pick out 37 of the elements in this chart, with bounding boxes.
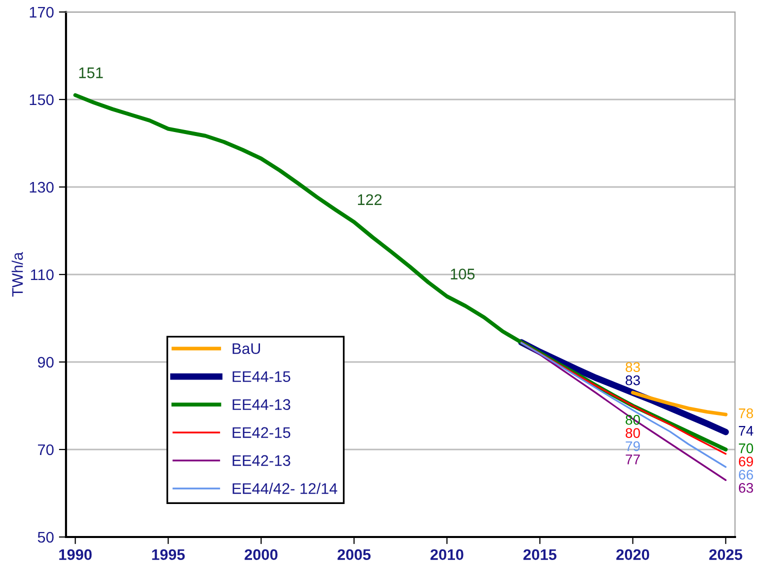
line-series [630,390,728,416]
legend-label: BaU [232,343,260,354]
y-tick-label: 90 [38,356,54,368]
data-label: 105 [450,268,475,280]
data-label: 151 [79,68,103,78]
data-label: 83 [626,362,640,372]
y-tick-label: 50 [38,532,54,543]
x-tick-label: 2010 [430,549,464,560]
data-label: 63 [738,482,754,493]
data-label: 77 [626,454,640,464]
data-label: 83 [626,375,640,386]
legend-label: EE42-15 [232,427,290,438]
x-tick-label: 1990 [59,549,92,560]
legend-label: EE42-13 [232,455,290,466]
data-label: 69 [738,456,753,466]
data-label: 80 [626,428,640,438]
y-tick-label: 110 [31,269,54,280]
y-axis-title: TWh/a [12,252,23,297]
data-label: 74 [738,426,754,436]
data-label: 78 [738,408,754,418]
x-tick-label: 2025 [709,549,742,560]
legend-label: EE44-15 [232,371,290,382]
x-tick-label: 2015 [523,549,556,560]
x-tick-label: 2020 [616,549,650,560]
y-tick-label: 150 [30,94,54,106]
x-tick-label: 2000 [244,549,278,560]
data-label: 79 [626,441,640,452]
legend-label: EE44/42- 12/14 [232,482,338,494]
y-tick-label: 170 [30,6,54,18]
data-label: 66 [738,470,754,480]
data-label: 122 [358,194,382,205]
y-tick-label: 130 [30,182,54,193]
data-label: 70 [738,443,754,454]
legend-label: EE44-13 [232,399,290,410]
x-tick-label: 1995 [152,549,185,560]
x-tick-label: 2005 [338,549,371,560]
y-tick-label: 70 [38,444,54,456]
